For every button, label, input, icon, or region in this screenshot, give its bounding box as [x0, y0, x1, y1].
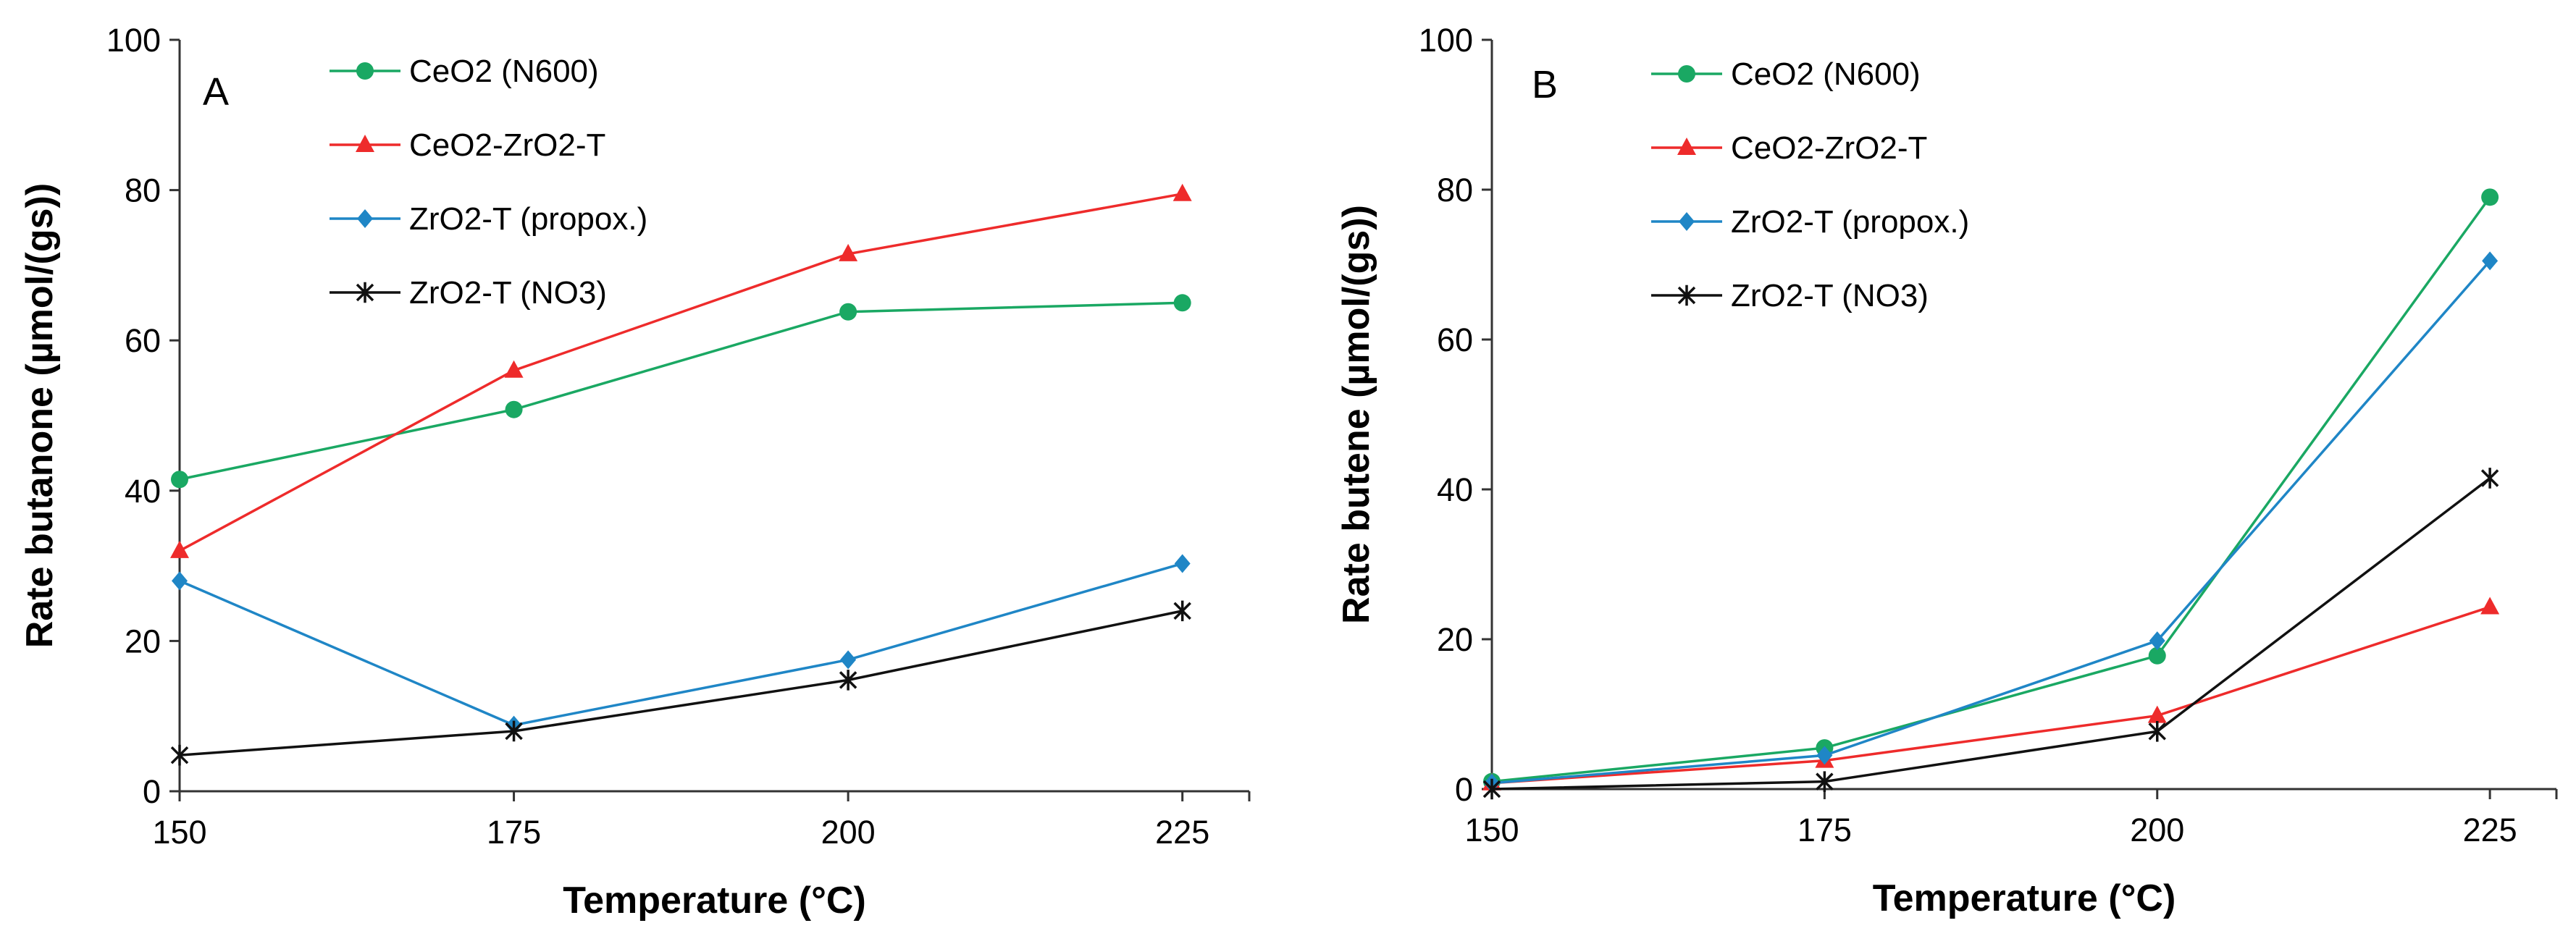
- x-axis-label: Temperature (°C): [1873, 877, 2176, 919]
- legend-marker: [1677, 285, 1696, 306]
- x-tick-label: 200: [2130, 812, 2184, 848]
- legend-marker: [1679, 212, 1695, 231]
- x-tick-label: 225: [1155, 814, 1209, 851]
- legend-label: CeO2 (N600): [409, 54, 599, 89]
- x-axis-label: Temperature (°C): [563, 880, 866, 922]
- y-tick-label: 100: [1419, 22, 1473, 59]
- x-tick-label: 175: [1797, 812, 1852, 848]
- legend-marker: [356, 135, 374, 152]
- legend-marker: [356, 62, 374, 80]
- data-point: [2482, 251, 2499, 271]
- series-circle: [171, 294, 1191, 489]
- legend-label: CeO2-ZrO2-T: [409, 127, 605, 163]
- data-point: [1816, 771, 1834, 792]
- data-point: [505, 720, 523, 742]
- y-tick-label: 20: [125, 623, 161, 659]
- data-point: [2480, 597, 2500, 615]
- series-line: [179, 610, 1183, 757]
- y-axis-label: Rate butanone (µmol/(gs)): [19, 183, 61, 648]
- data-point: [839, 303, 857, 321]
- data-point: [2148, 721, 2166, 742]
- y-tick-label: 100: [106, 22, 161, 59]
- legend-marker: [356, 282, 374, 303]
- y-tick-label: 60: [1437, 321, 1473, 358]
- data-point: [170, 540, 189, 558]
- legend-label: ZrO2-T (NO3): [409, 275, 607, 311]
- x-tick-label: 150: [1464, 812, 1519, 848]
- series-triangle: [170, 183, 1192, 558]
- panel-label: B: [1532, 63, 1558, 106]
- series-line: [179, 301, 1183, 481]
- data-point: [2149, 631, 2165, 651]
- data-point: [1172, 183, 1192, 201]
- legend-marker: [1678, 65, 1695, 83]
- y-tick-label: 40: [125, 473, 161, 510]
- x-tick-label: 225: [2463, 812, 2517, 848]
- data-point: [2481, 188, 2499, 206]
- series-asterisk: [1482, 468, 2499, 800]
- x-tick-label: 200: [821, 814, 876, 851]
- y-tick-label: 20: [1437, 621, 1473, 658]
- data-point: [1816, 746, 1833, 765]
- data-point: [171, 471, 188, 489]
- legend-marker: [1677, 138, 1696, 155]
- series-line: [179, 562, 1183, 727]
- legend-label: ZrO2-T (propox.): [1731, 204, 1969, 240]
- data-point: [1174, 554, 1191, 573]
- data-point: [2480, 468, 2499, 489]
- series-line: [1491, 260, 2491, 785]
- data-point: [504, 360, 524, 378]
- y-tick-label: 0: [1455, 771, 1473, 808]
- y-tick-label: 80: [125, 172, 161, 209]
- series-diamond: [172, 554, 1191, 735]
- data-point: [1173, 600, 1191, 622]
- x-tick-label: 175: [487, 814, 541, 851]
- y-tick-label: 80: [1437, 172, 1473, 208]
- series-diamond: [1484, 251, 2499, 793]
- legend-label: ZrO2-T (propox.): [409, 201, 647, 237]
- legend-marker: [357, 209, 373, 228]
- data-point: [2147, 705, 2167, 723]
- legend-label: ZrO2-T (NO3): [1731, 278, 1929, 313]
- y-axis-label: Rate butene (µmol/(gs)): [1335, 205, 1377, 624]
- series-line: [1491, 477, 2491, 791]
- data-point: [840, 650, 857, 670]
- series-line: [179, 193, 1183, 552]
- chart-panel-b: 0 20 40 60 80 100 150 175 200 225 Temperature (°C)…: [1335, 22, 2558, 919]
- series-line: [1491, 196, 2491, 783]
- chart-panel-a: 0 20 40 60 80 100 150 175 200 225 Temperature (°C)…: [19, 22, 1251, 922]
- data-point: [1173, 294, 1191, 312]
- data-point: [170, 744, 189, 766]
- series-circle: [1483, 188, 2499, 791]
- series-line: [1491, 605, 2491, 785]
- data-point: [172, 571, 188, 591]
- x-tick-label: 150: [152, 814, 206, 851]
- y-tick-label: 40: [1437, 471, 1473, 508]
- series-triangle: [1482, 597, 2500, 791]
- data-point: [1482, 778, 1501, 800]
- y-tick-label: 0: [143, 773, 161, 810]
- series-asterisk: [170, 600, 1191, 766]
- data-point: [839, 670, 857, 691]
- legend-label: CeO2-ZrO2-T: [1731, 130, 1927, 166]
- data-point: [839, 243, 858, 261]
- data-point: [2148, 646, 2166, 665]
- panel-label: A: [203, 70, 229, 114]
- legend-label: CeO2 (N600): [1731, 56, 1921, 92]
- y-tick-label: 60: [125, 322, 161, 359]
- data-point: [505, 400, 523, 418]
